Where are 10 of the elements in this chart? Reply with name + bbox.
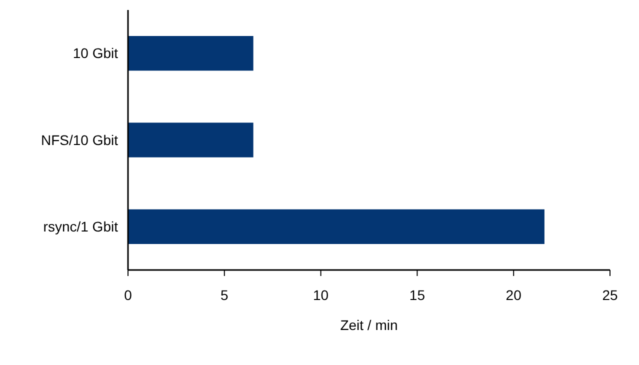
x-tick-label: 15 xyxy=(409,287,426,303)
x-tick-label: 20 xyxy=(506,287,522,303)
x-tick-label: 0 xyxy=(124,287,132,303)
x-tick-label: 25 xyxy=(602,287,618,303)
x-axis-title: Zeit / min xyxy=(340,317,398,333)
x-tick-label: 10 xyxy=(313,287,329,303)
y-tick-label: rsync/1 Gbit xyxy=(43,218,118,235)
x-tick-label: 5 xyxy=(220,287,228,303)
y-tick-label: 10 Gbit xyxy=(72,45,118,62)
y-tick-label: NFS/10 Gbit xyxy=(40,132,118,148)
